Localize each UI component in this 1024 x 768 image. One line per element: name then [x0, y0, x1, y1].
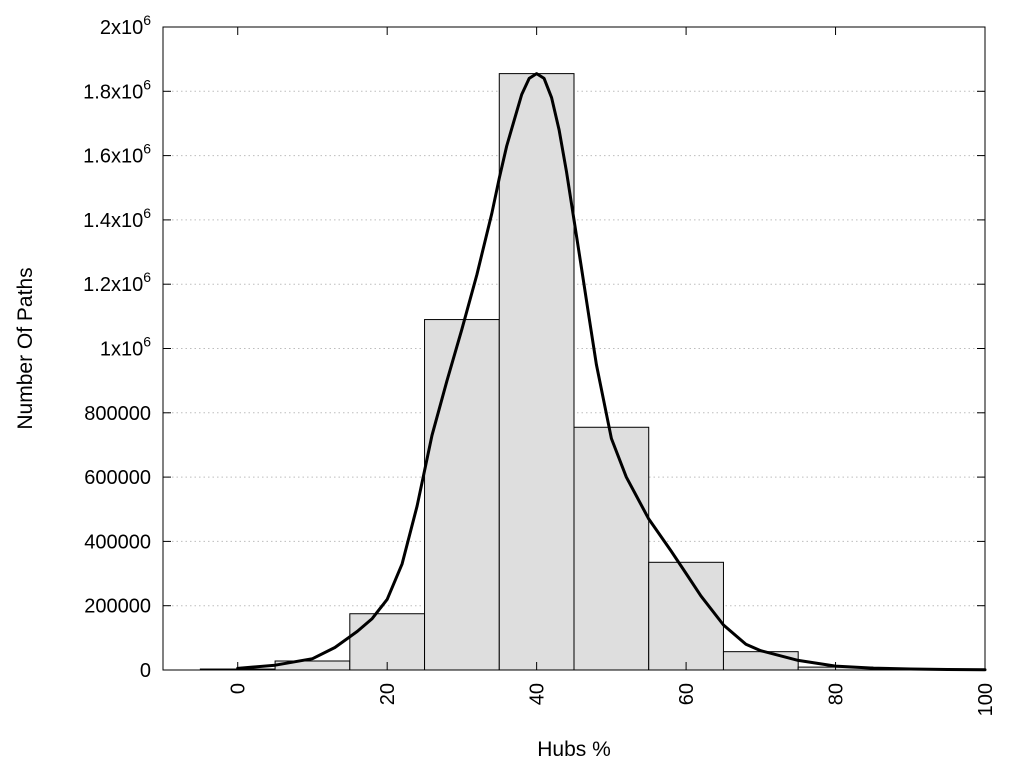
density-curve — [236, 72, 987, 672]
y-tick-label: 2x106 — [100, 12, 151, 39]
y-tick-label: 200000 — [84, 596, 151, 618]
y-tick-label: 1.6x106 — [83, 141, 151, 168]
x-tick-label: 80 — [826, 683, 848, 705]
histogram-bar — [573, 426, 650, 671]
y-tick-label: 1.8x106 — [83, 76, 151, 103]
y-tick-label: 1.4x106 — [83, 205, 151, 232]
y-tick-label: 600000 — [84, 467, 151, 489]
histogram-bar — [349, 613, 426, 671]
histogram-bar — [722, 651, 799, 671]
y-tick-label: 0 — [140, 660, 151, 682]
histogram-bar — [648, 561, 724, 671]
density-curve-line — [236, 72, 987, 672]
y-axis: 0 200000 400000 600000 800000 1x106 1.2x106 1.4… — [83, 12, 985, 682]
y-axis-title: Number Of Paths — [14, 267, 37, 429]
x-tick-label: 40 — [527, 683, 549, 705]
y-tick-label: 1x106 — [100, 334, 151, 361]
x-tick-label: 20 — [377, 683, 399, 705]
histogram-bar — [498, 73, 575, 671]
y-tick-label: 1.2x106 — [83, 269, 151, 296]
x-tick-label: 100 — [975, 683, 997, 716]
x-axis-title: Hubs % — [537, 738, 611, 761]
y-tick-label: 400000 — [84, 531, 151, 553]
y-tick-label: 800000 — [84, 403, 151, 425]
x-tick-label: 0 — [228, 683, 250, 694]
histogram-bar — [424, 319, 500, 671]
x-tick-label: 60 — [676, 683, 698, 705]
x-axis: 0 20 40 60 80 100 — [228, 27, 997, 716]
histogram-bars — [199, 73, 949, 671]
